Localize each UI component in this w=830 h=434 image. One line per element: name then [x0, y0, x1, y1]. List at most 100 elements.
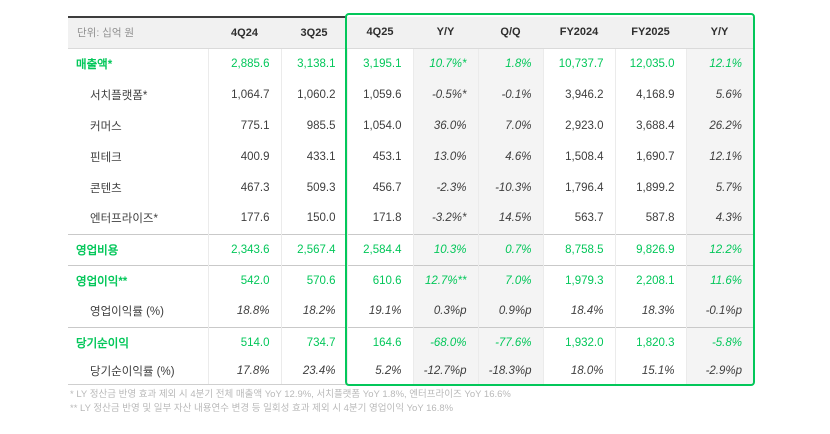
cell: 5.7% — [685, 172, 753, 203]
cell: 587.8 — [614, 203, 686, 234]
cell: 12,035.0 — [614, 48, 686, 79]
cell: 2,584.4 — [346, 233, 413, 265]
cell: 164.6 — [346, 326, 413, 358]
footnote-operating-profit: ** LY 정산금 반영 및 일부 자산 내용연수 변경 등 일회성 효과 제외… — [70, 402, 454, 414]
cell: 2,343.6 — [207, 233, 281, 265]
cell: -0.5%* — [412, 79, 478, 110]
col-header-4q24: 4Q24 — [208, 16, 281, 49]
col-header-yoy-quarter: Y/Y — [413, 17, 478, 49]
cell: 433.1 — [280, 141, 347, 172]
cell: 0.7% — [477, 233, 543, 265]
cell: -0.1%p — [685, 296, 753, 327]
cell: 23.4% — [280, 358, 347, 385]
cell: -68.0% — [412, 326, 478, 358]
cell: 3,195.1 — [346, 48, 413, 79]
cell: 400.9 — [207, 141, 281, 172]
cell: 1,796.4 — [542, 172, 615, 203]
cell: 1,059.6 — [346, 79, 413, 110]
cell: -77.6% — [477, 326, 543, 358]
cell: 4,168.9 — [614, 79, 686, 110]
cell: 8,758.5 — [542, 233, 615, 265]
cell: 18.4% — [542, 296, 615, 327]
cell: -18.3%p — [477, 358, 543, 384]
table-row-1: 매출액* 2,885.6 3,138.1 3,195.1 10.7%* 1.8% 10,73… — [68, 48, 753, 79]
unit-label: 단위: 십억 원 — [68, 16, 208, 49]
footnotes: * LY 정산금 반영 효과 제외 시 4분기 전체 매출액 YoY 12.9%… — [70, 388, 511, 415]
cell: 7.0% — [477, 264, 543, 296]
cell: 1,054.0 — [346, 110, 413, 141]
cell: 1,979.3 — [542, 264, 615, 296]
cell: 7.0% — [477, 110, 543, 141]
cell: 775.1 — [207, 110, 281, 141]
cell: 1,064.7 — [207, 79, 281, 110]
financial-table-area: 단위: 십억 원 4Q24 3Q25 4Q25 Y/Y Q/Q FY2024 F… — [68, 13, 755, 386]
cell: 2,208.1 — [614, 264, 686, 296]
cell: 12.2% — [685, 233, 753, 265]
cell: 18.2% — [280, 296, 347, 327]
cell: 1,060.2 — [280, 79, 347, 110]
table-row-9: 영업이익률 (%) 18.8% 18.2% 19.1% 0.3%p 0.9%p 18.4% 1… — [68, 296, 753, 327]
cell: 2,567.4 — [280, 233, 347, 265]
footnote-revenue: * LY 정산금 반영 효과 제외 시 4분기 전체 매출액 YoY 12.9%… — [70, 389, 511, 400]
row-label: 핀테크 — [90, 151, 122, 164]
cell: 1,932.0 — [542, 326, 615, 358]
cell: 563.7 — [542, 203, 615, 234]
cell: 17.8% — [207, 358, 281, 385]
cell: 13.0% — [412, 141, 478, 172]
table-row-8: 영업이익** 542.0 570.6 610.6 12.7%** 7.0% 1,979.3 2… — [68, 264, 753, 296]
cell: 177.6 — [207, 203, 281, 234]
cell: 570.6 — [280, 264, 347, 296]
cell: 1,690.7 — [614, 141, 686, 172]
cell: 10.3% — [412, 233, 478, 265]
cell: 1,899.2 — [614, 172, 686, 203]
cell: -2.3% — [412, 172, 478, 203]
cell: 18.0% — [542, 358, 615, 384]
cell: 12.1% — [685, 141, 753, 172]
cell: 2,923.0 — [542, 110, 615, 141]
cell: 456.7 — [346, 172, 413, 203]
earnings-table: 단위: 십억 원 4Q24 3Q25 4Q25 Y/Y Q/Q FY2024 F… — [68, 16, 753, 385]
cell: 453.1 — [346, 141, 413, 172]
cell: 3,138.1 — [280, 48, 347, 79]
col-header-fy2025: FY2025 — [615, 17, 686, 49]
table-row-6: 엔터프라이즈* 177.6 150.0 171.8 -3.2%* 14.5% 563.7 58… — [68, 203, 753, 234]
cell: 4.6% — [477, 141, 543, 172]
header-row: 단위: 십억 원 4Q24 3Q25 4Q25 Y/Y Q/Q FY2024 F… — [68, 16, 753, 49]
cell: 734.7 — [280, 326, 347, 358]
cell: 171.8 — [346, 203, 413, 234]
row-label: 영업비용 — [68, 233, 208, 265]
table-row-4: 핀테크 400.9 433.1 453.1 13.0% 4.6% 1,508.4 1,690.… — [68, 141, 753, 172]
table-row-2: 서치플랫폼* 1,064.7 1,060.2 1,059.6 -0.5%* -0.1% 3,… — [68, 79, 753, 110]
cell: 15.1% — [614, 358, 686, 384]
cell: 10.7%* — [412, 48, 478, 79]
cell: 10,737.7 — [542, 48, 615, 79]
cell: 5.2% — [346, 358, 413, 384]
row-label: 매출액* — [76, 58, 113, 71]
cell: 1,508.4 — [542, 141, 615, 172]
cell: -10.3% — [477, 172, 543, 203]
cell: -5.8% — [685, 326, 753, 358]
col-header-qoq: Q/Q — [478, 17, 543, 49]
cell: 3,688.4 — [614, 110, 686, 141]
cell: 610.6 — [346, 264, 413, 296]
cell: 26.2% — [685, 110, 753, 141]
cell: 514.0 — [207, 326, 281, 358]
cell: 2,885.6 — [207, 48, 281, 79]
cell: 467.3 — [207, 172, 281, 203]
table-row-3: 커머스 775.1 985.5 1,054.0 36.0% 7.0% 2,923.0 3,68… — [68, 110, 753, 141]
cell: 19.1% — [346, 296, 413, 327]
col-header-3q25: 3Q25 — [281, 16, 347, 49]
cell: 12.7%** — [412, 264, 478, 296]
cell: 12.1% — [685, 48, 753, 79]
col-header-fy2024: FY2024 — [543, 17, 615, 49]
table-row-11: 당기순이익률 (%) 17.8% 23.4% 5.2% -12.7%p -18.3%p 18… — [68, 358, 753, 385]
cell: -0.1% — [477, 79, 543, 110]
cell: 11.6% — [685, 264, 753, 296]
cell: 9,826.9 — [614, 233, 686, 265]
cell: 0.3%p — [412, 296, 478, 327]
cell: 1.8% — [477, 48, 543, 79]
row-label: 서치플랫폼* — [90, 89, 148, 102]
cell: 1,820.3 — [614, 326, 686, 358]
cell: 5.6% — [685, 79, 753, 110]
